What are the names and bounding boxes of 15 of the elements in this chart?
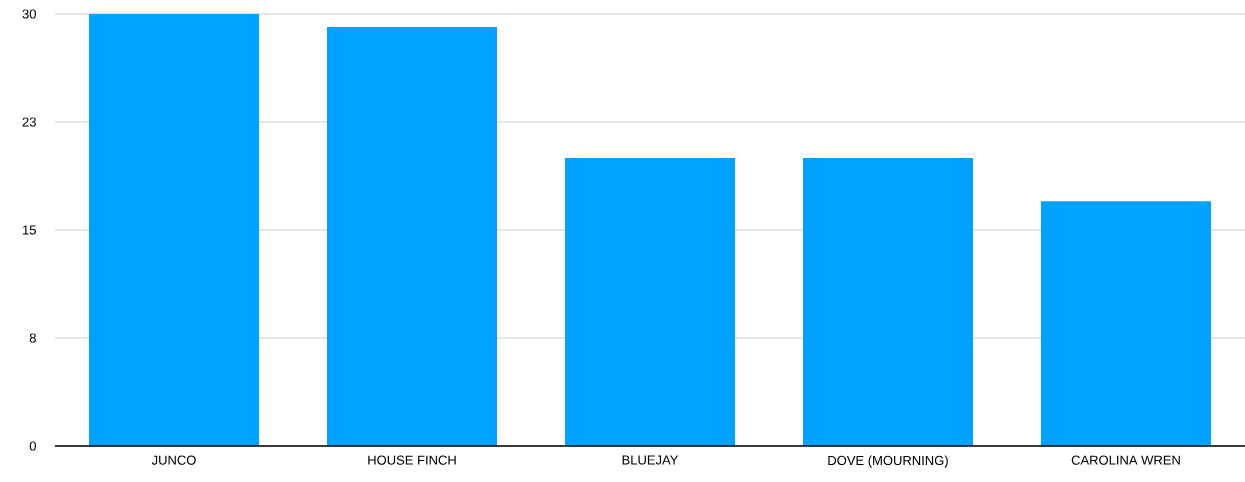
x-tick-label: CAROLINA WREN [1071, 455, 1180, 465]
y-tick-label: 15 [22, 225, 36, 235]
bar [802, 158, 973, 446]
y-tick-label: 30 [22, 9, 36, 19]
y-tick-label: 0 [29, 441, 36, 451]
x-tick-label: DOVE (MOURNING) [828, 455, 948, 468]
y-tick-label: 8 [29, 333, 36, 343]
bar [326, 26, 497, 446]
x-tick-label: HOUSE FINCH [368, 455, 456, 465]
x-tick-label: BLUEJAY [622, 455, 679, 465]
bar [564, 158, 735, 446]
x-tick-label: JUNCO [151, 455, 196, 465]
bar [89, 14, 259, 446]
y-tick-label: 23 [22, 117, 36, 127]
bar [1040, 201, 1211, 446]
